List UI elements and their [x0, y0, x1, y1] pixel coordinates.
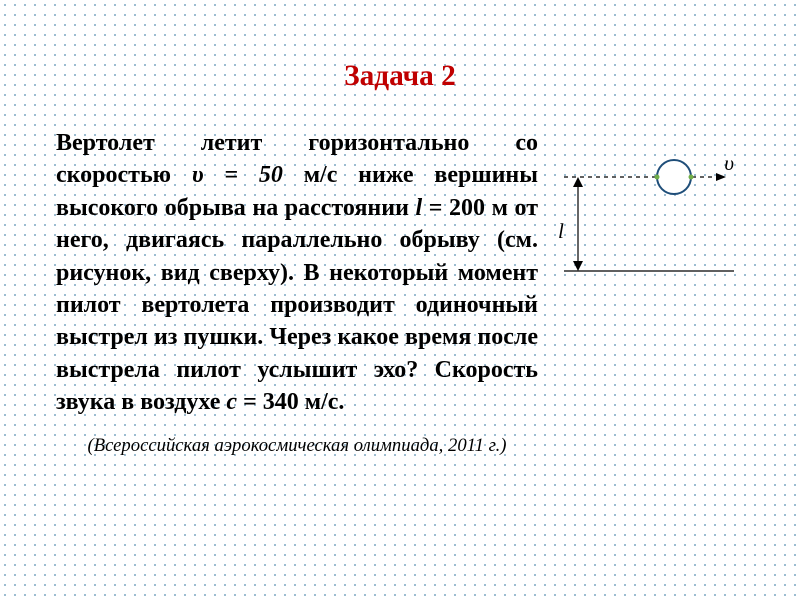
speed-expression: υ = 50 [192, 162, 283, 188]
problem-part4: = 340 м/с. [237, 389, 344, 415]
problem-title: Задача 2 [56, 60, 744, 93]
content-row: Вертолет летит горизонтально со скорость… [56, 127, 744, 458]
citation: (Всероссийская аэрокосмическая олимпиада… [56, 433, 538, 458]
distance-label: l [558, 219, 564, 244]
heli-tail-dot [689, 175, 694, 180]
slide-content: Задача 2 Вертолет летит горизонтально со… [0, 0, 800, 458]
velocity-label: υ [724, 151, 734, 176]
diagram-svg [556, 131, 736, 331]
helicopter-icon [657, 160, 691, 194]
heli-nose-dot [655, 175, 660, 180]
diagram: υ l [556, 131, 736, 331]
problem-text: Вертолет летит горизонтально со скорость… [56, 127, 538, 458]
dimension-arrow-top [573, 177, 583, 187]
problem-part3: = 200 м от него, двигаясь параллельно об… [56, 195, 538, 415]
dimension-arrow-bottom [573, 261, 583, 271]
sound-variable: c [226, 389, 237, 415]
